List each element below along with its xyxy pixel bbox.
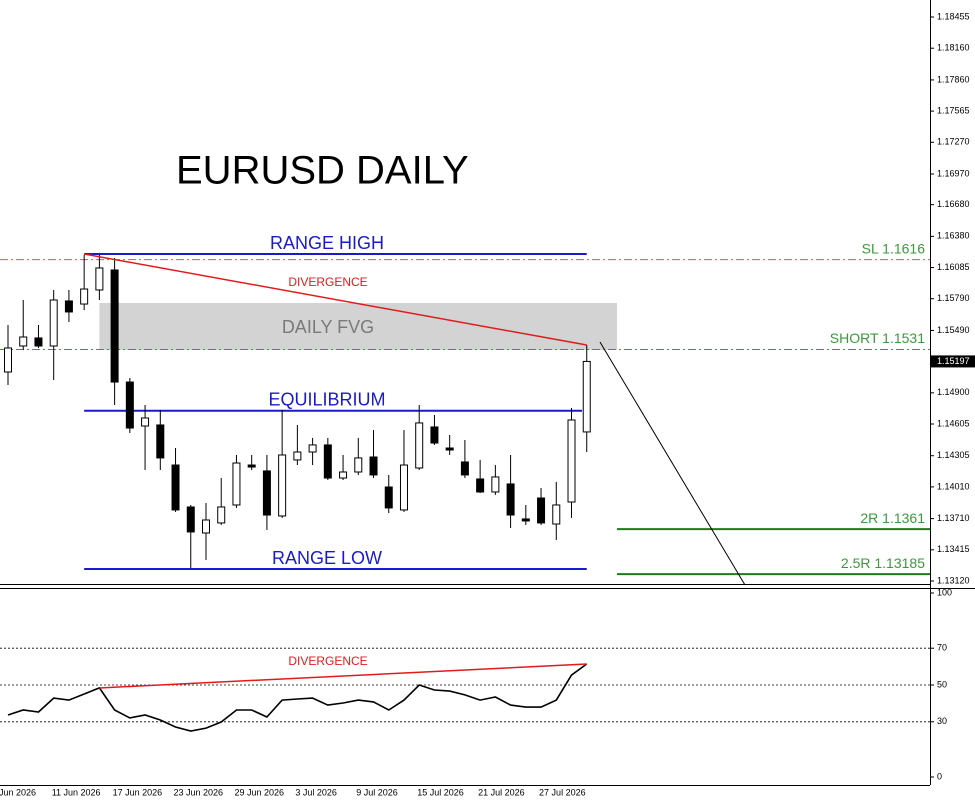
x-tick-label-clipped: Jun 2026 xyxy=(0,787,36,797)
range-label: RANGE LOW xyxy=(272,548,382,568)
y-tick-label: 1.18455 xyxy=(937,11,970,21)
candle-body xyxy=(582,360,591,433)
x-tick-label: 3 Jul 2026 xyxy=(295,787,337,797)
x-tick-label: 21 Jul 2026 xyxy=(478,787,525,797)
candle-body xyxy=(567,419,576,503)
candle-body xyxy=(460,461,469,476)
y-tick-label: 1.14605 xyxy=(937,418,970,428)
candle-body xyxy=(339,471,348,479)
fvg-label: DAILY FVG xyxy=(282,317,374,337)
target-label: SL 1.1616 xyxy=(862,240,926,256)
y-tick-label: 1.18160 xyxy=(937,43,970,53)
y-tick-label: 1.17860 xyxy=(937,74,970,84)
x-tick-label: 17 Jun 2026 xyxy=(113,787,163,797)
candle-body xyxy=(476,478,485,493)
y-tick-label: 1.16085 xyxy=(937,262,970,272)
x-tick-label: 9 Jul 2026 xyxy=(356,787,398,797)
candle-body xyxy=(537,497,546,524)
divergence-line xyxy=(99,663,587,689)
y-tick-label: 1.17565 xyxy=(937,105,970,115)
projection-line xyxy=(599,341,746,586)
candle-body xyxy=(4,347,12,373)
y-tick-label: 0 xyxy=(937,771,942,781)
candle-body xyxy=(262,470,271,516)
candle-body xyxy=(369,456,378,476)
x-tick-label: 29 Jun 2026 xyxy=(234,787,284,797)
candle-body xyxy=(171,464,180,511)
current-price-box xyxy=(931,355,975,368)
candle-body xyxy=(445,447,454,451)
candle-body xyxy=(232,462,241,506)
candle-body xyxy=(491,476,500,493)
current-price-label: 1.15197 xyxy=(937,356,970,366)
y-tick-label: 50 xyxy=(937,679,947,689)
y-tick-label: 1.14305 xyxy=(937,450,970,460)
y-tick-label: 1.16680 xyxy=(937,199,970,209)
range-label: EQUILIBRIUM xyxy=(268,390,385,410)
candle-body xyxy=(506,483,515,516)
y-tick-label: 100 xyxy=(937,587,952,597)
candle-body xyxy=(293,451,302,461)
candle-body xyxy=(384,486,393,509)
candle-body xyxy=(19,336,28,347)
candle-body xyxy=(34,337,43,347)
y-tick-label: 1.16380 xyxy=(937,231,970,241)
y-tick-label: 1.14900 xyxy=(937,387,970,397)
y-tick-label: 1.15790 xyxy=(937,293,970,303)
y-tick-label: 1.13120 xyxy=(937,575,970,585)
divergence-label: DIVERGENCE xyxy=(288,275,367,289)
candle-body xyxy=(247,464,256,468)
rsi-line xyxy=(7,663,588,732)
candle-body xyxy=(110,269,119,383)
target-label: SHORT 1.1531 xyxy=(830,330,925,346)
candle-body xyxy=(308,444,317,453)
y-tick-label: 30 xyxy=(937,716,947,726)
candle-body xyxy=(415,422,424,469)
candle-body xyxy=(125,381,134,429)
candle-body xyxy=(278,454,287,517)
candle-body xyxy=(49,299,58,347)
chart-title: EURUSD DAILY xyxy=(176,149,469,193)
candle-body xyxy=(186,506,195,533)
y-tick-label: 1.14010 xyxy=(937,481,970,491)
candle-body xyxy=(141,417,150,427)
x-tick-label: 23 Jun 2026 xyxy=(174,787,224,797)
candle-body xyxy=(521,518,530,522)
candle-body xyxy=(64,300,73,313)
y-tick-label: 1.13710 xyxy=(937,513,970,523)
target-label: 2R 1.1361 xyxy=(860,510,925,526)
candle-body xyxy=(399,464,408,511)
y-tick-label: 1.15490 xyxy=(937,325,970,335)
candle-body xyxy=(95,267,104,291)
candle-body xyxy=(156,424,165,459)
candle-body xyxy=(354,457,363,473)
target-label: 2.5R 1.13185 xyxy=(841,555,925,571)
divergence-line xyxy=(84,253,587,346)
candle-body xyxy=(201,519,210,534)
candle-body xyxy=(552,504,561,525)
fvg-zone xyxy=(99,302,617,351)
candle-body xyxy=(323,444,332,479)
x-tick-label: 15 Jul 2026 xyxy=(417,787,464,797)
x-tick-label: 11 Jun 2026 xyxy=(52,787,101,797)
x-tick-label: 27 Jul 2026 xyxy=(539,787,586,797)
y-tick-label: 1.13415 xyxy=(937,544,970,554)
candle-body xyxy=(430,426,439,444)
y-tick-label: 1.16970 xyxy=(937,168,970,178)
y-tick-label: 70 xyxy=(937,643,947,653)
candle-body xyxy=(217,506,226,524)
y-tick-label: 1.17270 xyxy=(937,137,970,147)
candle-body xyxy=(80,288,89,305)
range-label: RANGE HIGH xyxy=(270,233,384,253)
divergence-label: DIVERGENCE xyxy=(288,654,367,668)
